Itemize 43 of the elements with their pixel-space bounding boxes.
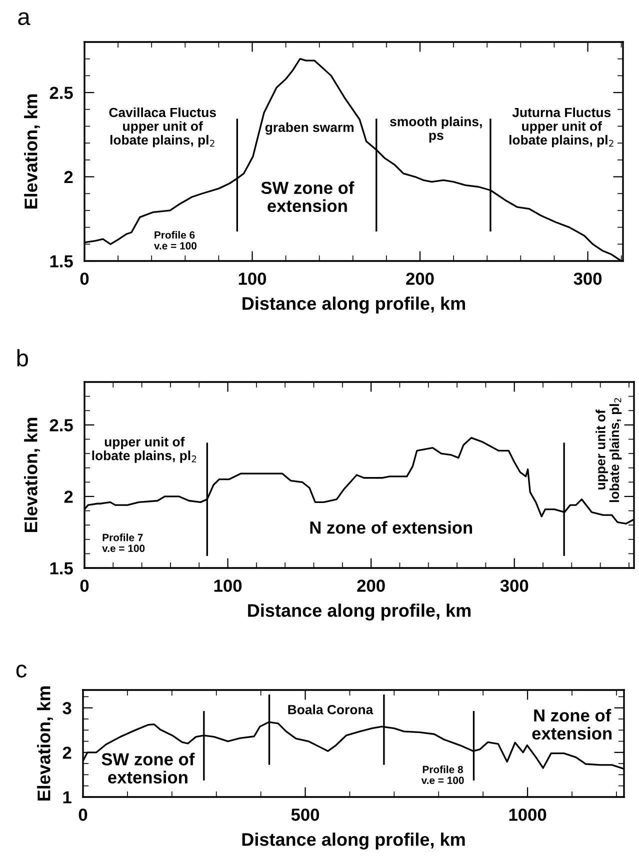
y-axis-title: Elevation, km (24, 94, 40, 208)
annotation: N zone of extension (532, 708, 612, 740)
annotation: SW zone of extension (261, 181, 354, 212)
y-tick-label: 2 (64, 490, 73, 503)
x-tick-label: 200 (406, 272, 434, 285)
annotation: smooth plains, ps (390, 116, 482, 143)
y-tick-label: 2.5 (50, 86, 73, 99)
y-axis-title: Elevation, km (37, 686, 53, 800)
annotation: Boala Corona (288, 704, 374, 714)
x-tick-label: 200 (357, 580, 385, 592)
x-axis-title: Distance along profile, km (248, 604, 471, 621)
x-tick-label: 0 (78, 808, 88, 821)
x-tick-label: 300 (574, 272, 602, 285)
y-tick-label: 1.5 (50, 562, 73, 574)
annotation: Juturna Fluctus upper unit of lobate plains, pl$_{2}$ (509, 107, 614, 148)
y-tick-label: 1.5 (50, 255, 73, 268)
annotation: upper unit of lobate plains, pl$_{2}$ (92, 436, 196, 463)
x-axis-title: Distance along profile, km (242, 832, 465, 850)
annotation: SW zone of extension (102, 752, 195, 784)
y-tick-label: 2.5 (50, 419, 73, 432)
x-tick-label: 500 (291, 808, 320, 821)
annotation: N zone of extension (310, 521, 472, 534)
annotation: Profile 7 v.e = 100 (102, 534, 145, 552)
x-tick-label: 1000 (509, 808, 546, 821)
y-tick-label: 2 (64, 170, 73, 184)
x-tick-label: 300 (500, 580, 528, 592)
y-axis-title: Elevation, km (24, 418, 40, 532)
chart-title: b (17, 349, 28, 366)
x-tick-label: 0 (80, 580, 89, 592)
annotation: upper unit of lobate plains, pl$_{2}$ (596, 398, 622, 502)
annotation: Profile 8 v.e = 100 (421, 766, 464, 784)
x-axis-title: Distance along profile, km (242, 296, 466, 314)
annotation: Profile 6 v.e = 100 (154, 231, 197, 250)
annotation: graben swarm (265, 122, 354, 135)
chart-title: a (18, 12, 30, 26)
chart-title: c (16, 664, 27, 678)
y-tick-label: 3 (62, 702, 72, 714)
y-tick-label: 2 (62, 746, 72, 759)
y-tick-label: 1 (63, 791, 72, 804)
x-tick-label: 100 (238, 272, 266, 285)
annotation: Cavillaca Fluctus upper unit of lobate plains, pl$_{2}$ (109, 107, 216, 148)
x-tick-label: 100 (214, 580, 242, 592)
x-tick-label: 0 (80, 272, 89, 285)
